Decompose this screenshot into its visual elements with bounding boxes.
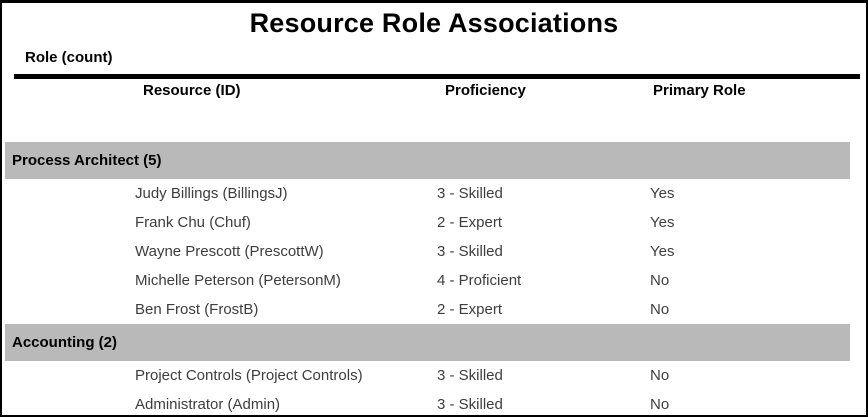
header-rule	[14, 74, 860, 79]
column-header-resource: Resource (ID)	[143, 82, 241, 99]
resource-cell: Michelle Peterson (PetersonM)	[135, 272, 341, 289]
proficiency-cell: 4 - Proficient	[437, 272, 522, 289]
column-header-primary-role: Primary Role	[653, 82, 746, 99]
proficiency-cell: 3 - Skilled	[437, 243, 503, 260]
table-row: Michelle Peterson (PetersonM) 4 - Profici…	[2, 266, 866, 295]
proficiency-cell: 3 - Skilled	[437, 185, 503, 202]
report-title: Resource Role Associations	[249, 8, 619, 38]
resource-cell: Wayne Prescott (PrescottW)	[135, 243, 324, 260]
table-row: Wayne Prescott (PrescottW) 3 - Skilled Yes	[2, 237, 866, 266]
table-row: Project Controls (Project Controls) 3 - S…	[2, 361, 866, 390]
table-row: Judy Billings (BillingsJ) 3 - Skilled Yes	[2, 179, 866, 208]
group-header: Process Architect (5)	[5, 142, 850, 179]
primary-role-cell: No	[650, 396, 670, 413]
column-header-proficiency: Proficiency	[445, 82, 526, 99]
resource-cell: Judy Billings (BillingsJ)	[135, 185, 288, 202]
resource-cell: Ben Frost (FrostB)	[135, 301, 259, 318]
primary-role-cell: Yes	[650, 243, 675, 260]
proficiency-cell: 2 - Expert	[437, 301, 503, 318]
group-column-header: Role (count)	[25, 49, 113, 66]
primary-role-cell: No	[650, 301, 670, 318]
resource-cell: Project Controls (Project Controls)	[135, 367, 363, 384]
primary-role-cell: No	[650, 367, 670, 384]
resource-cell: Administrator (Admin)	[135, 396, 281, 413]
resource-cell: Frank Chu (Chuf)	[135, 214, 251, 231]
primary-role-cell: Yes	[650, 185, 675, 202]
proficiency-cell: 3 - Skilled	[437, 367, 503, 384]
group-header: Accounting (2)	[5, 324, 850, 361]
column-header-row: Resource (ID) Proficiency Primary Role	[2, 83, 866, 99]
table-row: Ben Frost (FrostB) 2 - Expert No	[2, 295, 866, 324]
primary-role-cell: Yes	[650, 214, 675, 231]
proficiency-cell: 3 - Skilled	[437, 396, 503, 413]
proficiency-cell: 2 - Expert	[437, 214, 503, 231]
table-row: Frank Chu (Chuf) 2 - Expert Yes	[2, 208, 866, 237]
table-body: Process Architect (5) Judy Billings (Bill…	[2, 142, 866, 415]
table-row: Administrator (Admin) 3 - Skilled No	[2, 390, 866, 415]
primary-role-cell: No	[650, 272, 670, 289]
